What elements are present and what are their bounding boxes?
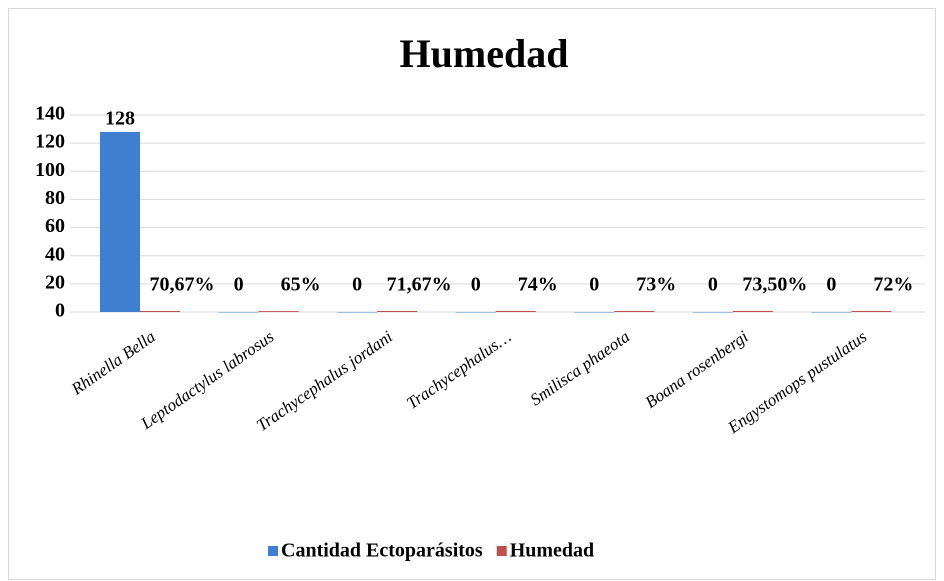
bar xyxy=(851,310,892,312)
y-tick-label: 40 xyxy=(45,243,65,265)
data-label: 72% xyxy=(873,274,913,296)
data-label: 0 xyxy=(708,274,718,296)
bar xyxy=(692,312,733,313)
data-label: 71,67% xyxy=(387,274,452,296)
data-label: 0 xyxy=(234,274,244,296)
bar xyxy=(100,131,140,312)
bar xyxy=(614,310,655,312)
y-tick-label: 20 xyxy=(45,271,65,293)
y-tick-label: 0 xyxy=(55,300,65,322)
data-label: 0 xyxy=(826,274,836,296)
bar xyxy=(574,312,615,313)
data-label: 128 xyxy=(105,107,135,129)
bar xyxy=(455,312,496,313)
legend-label: Cantidad Ectoparásitos xyxy=(281,540,483,562)
data-label: 74% xyxy=(518,274,558,296)
data-label: 73,50% xyxy=(742,274,807,296)
legend-swatch xyxy=(268,546,278,556)
legend-swatch xyxy=(496,546,507,556)
bar xyxy=(732,310,773,312)
y-tick-label: 80 xyxy=(45,187,65,209)
bar xyxy=(337,312,378,313)
data-label: 70,67% xyxy=(150,274,215,296)
data-label: 65% xyxy=(281,274,321,296)
chart-border xyxy=(8,8,936,580)
bar xyxy=(218,312,259,313)
data-label: 0 xyxy=(352,274,362,296)
y-tick-label: 100 xyxy=(35,159,65,181)
bar xyxy=(258,311,299,312)
y-tick-label: 140 xyxy=(35,103,65,125)
chart-title: Humedad xyxy=(400,31,569,76)
legend-label: Humedad xyxy=(510,540,594,562)
data-label: 0 xyxy=(589,274,599,296)
data-label: 73% xyxy=(636,274,676,296)
y-tick-label: 60 xyxy=(45,215,65,237)
bar xyxy=(377,310,418,312)
y-tick-label: 120 xyxy=(35,131,65,153)
bar xyxy=(495,310,536,312)
bar xyxy=(140,311,180,312)
data-label: 0 xyxy=(471,274,481,296)
bar xyxy=(811,312,852,313)
